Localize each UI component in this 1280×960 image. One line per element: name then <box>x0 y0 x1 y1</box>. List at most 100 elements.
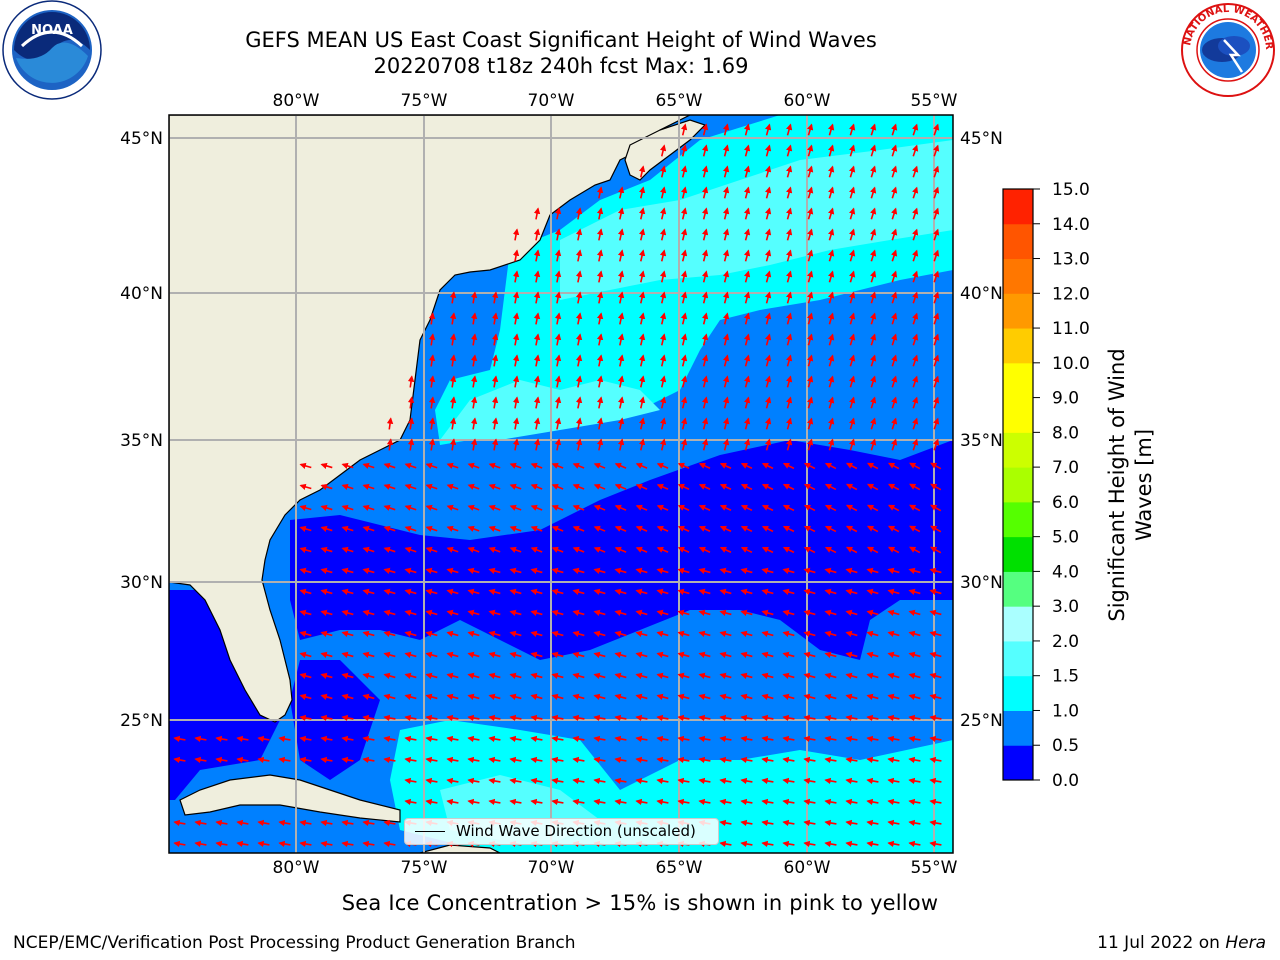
wave-arrow <box>677 588 690 595</box>
wave-arrow <box>362 672 375 679</box>
wave-arrow <box>572 756 585 764</box>
wave-arrow <box>912 312 919 325</box>
wave-arrow <box>533 375 541 388</box>
wave-arrow <box>656 630 669 637</box>
wave-arrow <box>828 333 835 346</box>
wave-arrow <box>740 588 753 595</box>
wave-arrow <box>425 546 438 553</box>
wave-arrow <box>701 249 709 262</box>
wave-arrow <box>740 546 753 554</box>
wave-arrow <box>845 546 858 554</box>
wave-arrow <box>765 249 772 262</box>
wave-arrow <box>614 777 627 785</box>
wave-arrow <box>362 588 375 595</box>
wave-arrow <box>488 735 501 743</box>
wave-arrow <box>320 588 333 595</box>
wave-arrow <box>554 396 562 409</box>
wave-arrow <box>614 756 627 764</box>
wave-arrow <box>929 798 942 806</box>
wave-arrow <box>554 270 562 283</box>
wave-arrow <box>446 777 459 785</box>
lon-tick-bottom: 55°W <box>911 858 958 878</box>
wave-arrow <box>491 438 499 451</box>
wave-arrow <box>677 714 690 722</box>
wave-arrow <box>551 798 564 806</box>
wave-direction-arrows <box>173 123 942 848</box>
wave-arrow <box>341 504 354 511</box>
wave-arrow <box>803 546 816 554</box>
wave-arrow <box>680 438 688 451</box>
wave-arrow <box>761 693 774 700</box>
wave-arrow <box>593 672 606 679</box>
wave-arrow <box>299 483 312 490</box>
wave-arrow <box>236 756 249 764</box>
wave-arrow <box>849 207 856 220</box>
wave-arrow <box>680 207 688 220</box>
wave-arrow <box>362 819 375 827</box>
wave-arrow <box>722 270 730 283</box>
wave-arrow <box>849 354 856 367</box>
wave-arrow <box>614 483 627 490</box>
wave-arrow <box>551 777 564 785</box>
wave-arrow <box>407 417 415 430</box>
wave-arrow <box>912 144 919 157</box>
wave-arrow <box>551 546 564 553</box>
wave-arrow <box>593 735 606 743</box>
wave-arrow <box>404 735 417 743</box>
lat-tick-left: 25°N <box>120 711 163 731</box>
wave-arrow <box>617 396 625 409</box>
wave-arrow <box>659 291 667 304</box>
wave-arrow <box>530 546 543 553</box>
wave-arrow <box>761 777 774 785</box>
wave-arrow <box>341 609 354 616</box>
wave-arrow <box>320 672 333 679</box>
colorbar-tick-label: 1.0 <box>1052 701 1079 721</box>
wave-arrow <box>803 609 816 616</box>
wave-arrow <box>698 462 711 469</box>
wave-arrow <box>744 270 751 283</box>
wave-arrow <box>656 798 669 806</box>
wave-arrow <box>929 735 942 743</box>
wave-arrow <box>530 777 543 785</box>
wave-arrow <box>572 735 585 743</box>
wave-arrow <box>488 525 501 532</box>
wave-arrow <box>828 144 835 157</box>
wave-arrow <box>614 504 627 511</box>
wave-arrow <box>638 207 646 220</box>
wave-arrow <box>719 693 732 700</box>
wave-arrow <box>656 588 669 595</box>
wave-arrow <box>593 630 606 637</box>
wave-arrow <box>824 504 837 512</box>
wave-arrow <box>744 144 751 157</box>
wave-arrow <box>320 609 333 616</box>
wave-arrow <box>596 228 604 241</box>
wave-arrow <box>824 693 837 700</box>
wave-arrow <box>467 588 480 595</box>
wave-arrow <box>614 462 627 469</box>
wave-arrow <box>912 417 919 430</box>
wave-arrow <box>765 417 772 430</box>
wave-arrow <box>677 483 690 490</box>
wave-arrow <box>849 186 856 199</box>
wave-arrow <box>782 651 795 658</box>
wave-arrow <box>596 207 604 220</box>
wave-arrow <box>891 396 898 409</box>
wave-arrow <box>407 396 415 409</box>
wave-arrow <box>908 588 921 595</box>
wave-arrow <box>933 186 940 199</box>
wave-arrow <box>425 798 438 806</box>
wave-arrow <box>509 798 522 806</box>
wave-arrow <box>761 798 774 806</box>
wave-arrow <box>912 438 919 451</box>
wave-arrow <box>362 630 375 637</box>
wave-arrow <box>467 567 480 574</box>
wave-arrow <box>659 312 667 325</box>
wave-arrow <box>449 354 457 367</box>
lat-tick-left: 30°N <box>120 573 163 593</box>
wave-arrow <box>870 270 877 283</box>
wave-arrow <box>617 207 625 220</box>
wave-arrow <box>533 249 541 262</box>
colorbar-tick-label: 0.5 <box>1052 736 1079 756</box>
lat-ticks-left: 45°N 40°N 35°N 30°N 25°N <box>120 129 163 731</box>
